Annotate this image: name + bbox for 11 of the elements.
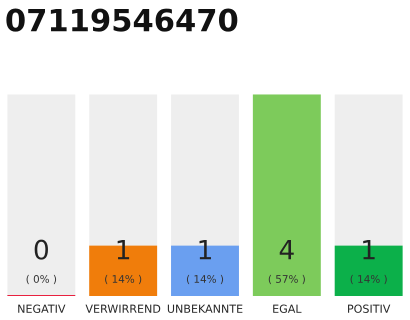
data-label: 0 ( 0% ) (26, 240, 56, 284)
data-label: 1 ( 14% ) (186, 240, 224, 284)
data-label: 1 ( 14% ) (350, 240, 387, 284)
x-tick-label: VERWIRREND (86, 304, 160, 313)
chart-title: 07119546470 (6, 8, 238, 32)
x-tick-label: EGAL (273, 304, 302, 313)
data-label: 1 ( 14% ) (105, 240, 142, 284)
x-tick-label: POSITIV (348, 304, 390, 313)
x-tick-label: UNBEKANNTE (168, 304, 242, 313)
x-tick-label: NEGATIV (18, 304, 66, 313)
data-label: 4 ( 57% ) (268, 240, 305, 284)
